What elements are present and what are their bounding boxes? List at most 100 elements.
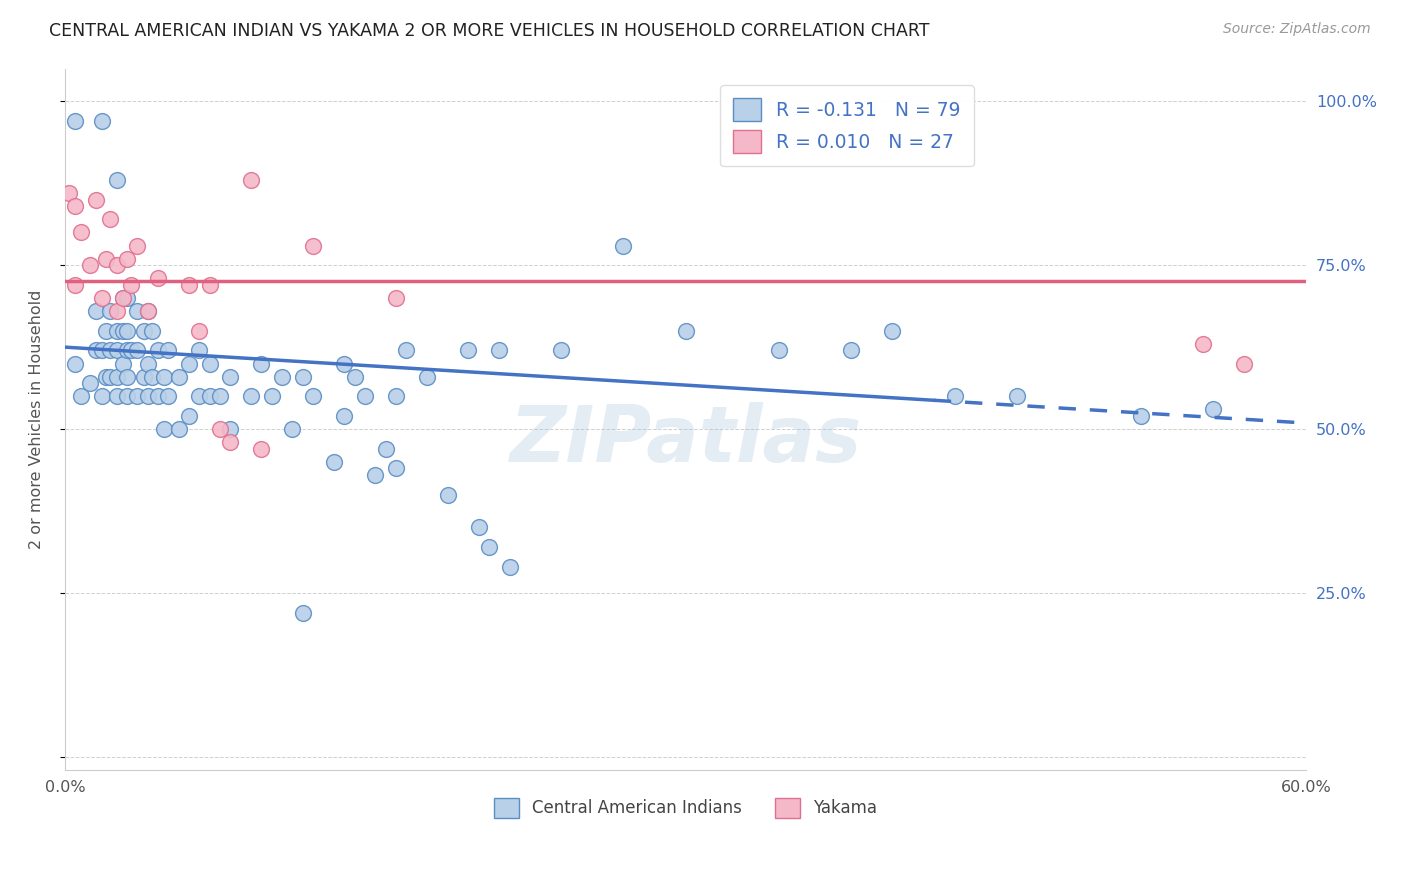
Point (157, 343, 180, 358)
Point (105, 258, 128, 272)
Point (478, 540, 501, 554)
Point (499, 559, 522, 574)
Point (70, 226, 93, 240)
Point (105, 173, 128, 187)
Point (768, 343, 790, 358)
Point (111, 357, 134, 371)
Point (1202, 402, 1225, 417)
Legend: Central American Indians, Yakama: Central American Indians, Yakama (486, 791, 884, 825)
Point (198, 357, 221, 371)
Point (1129, 409, 1152, 423)
Point (100, 304, 122, 318)
Point (79, 376, 101, 391)
Point (322, 455, 344, 469)
Point (488, 343, 510, 358)
Point (111, 324, 134, 338)
Point (416, 369, 439, 384)
Point (612, 238, 634, 252)
Point (132, 324, 155, 338)
Point (153, 422, 176, 436)
Point (115, 343, 138, 358)
Point (141, 369, 163, 384)
Y-axis label: 2 or more Vehicles in Household: 2 or more Vehicles in Household (30, 290, 44, 549)
Point (364, 467, 387, 482)
Point (127, 304, 149, 318)
Point (250, 442, 273, 456)
Point (177, 357, 200, 371)
Point (302, 389, 325, 403)
Point (91, 343, 114, 358)
Point (65, 199, 87, 213)
Point (105, 304, 128, 318)
Point (146, 343, 169, 358)
Point (1191, 337, 1213, 351)
Point (105, 389, 128, 403)
Point (100, 212, 122, 227)
Point (209, 389, 232, 403)
Point (343, 369, 366, 384)
Point (84, 304, 107, 318)
Point (136, 357, 159, 371)
Point (58, 186, 80, 200)
Point (198, 277, 221, 292)
Point (385, 461, 408, 475)
Point (65, 114, 87, 128)
Point (271, 369, 294, 384)
Point (115, 389, 138, 403)
Point (105, 369, 128, 384)
Point (111, 291, 134, 305)
Point (96, 369, 118, 384)
Point (188, 324, 211, 338)
Point (132, 369, 155, 384)
Point (65, 277, 87, 292)
Point (91, 291, 114, 305)
Point (136, 304, 159, 318)
Point (146, 271, 169, 285)
Point (188, 389, 211, 403)
Point (115, 369, 138, 384)
Point (84, 193, 107, 207)
Point (240, 389, 263, 403)
Point (167, 422, 190, 436)
Point (79, 258, 101, 272)
Point (84, 343, 107, 358)
Point (100, 343, 122, 358)
Point (291, 606, 314, 620)
Point (91, 114, 114, 128)
Point (153, 369, 176, 384)
Point (120, 277, 142, 292)
Point (675, 324, 697, 338)
Point (115, 291, 138, 305)
Point (96, 324, 118, 338)
Text: ZIPatlas: ZIPatlas (509, 402, 862, 478)
Point (302, 238, 325, 252)
Text: CENTRAL AMERICAN INDIAN VS YAKAMA 2 OR MORE VEHICLES IN HOUSEHOLD CORRELATION CH: CENTRAL AMERICAN INDIAN VS YAKAMA 2 OR M… (49, 22, 929, 40)
Point (115, 324, 138, 338)
Point (111, 291, 134, 305)
Point (436, 488, 458, 502)
Point (127, 343, 149, 358)
Point (70, 389, 93, 403)
Point (291, 369, 314, 384)
Point (105, 343, 128, 358)
Point (1233, 357, 1256, 371)
Point (839, 343, 862, 358)
Point (188, 343, 211, 358)
Point (385, 389, 408, 403)
Point (127, 238, 149, 252)
Point (1005, 389, 1028, 403)
Point (141, 324, 163, 338)
Point (136, 389, 159, 403)
Point (250, 357, 273, 371)
Point (240, 173, 263, 187)
Point (177, 409, 200, 423)
Point (385, 291, 408, 305)
Point (260, 389, 283, 403)
Point (198, 389, 221, 403)
Point (374, 442, 396, 456)
Point (136, 304, 159, 318)
Point (457, 343, 479, 358)
Point (354, 389, 377, 403)
Text: Source: ZipAtlas.com: Source: ZipAtlas.com (1223, 22, 1371, 37)
Point (943, 389, 966, 403)
